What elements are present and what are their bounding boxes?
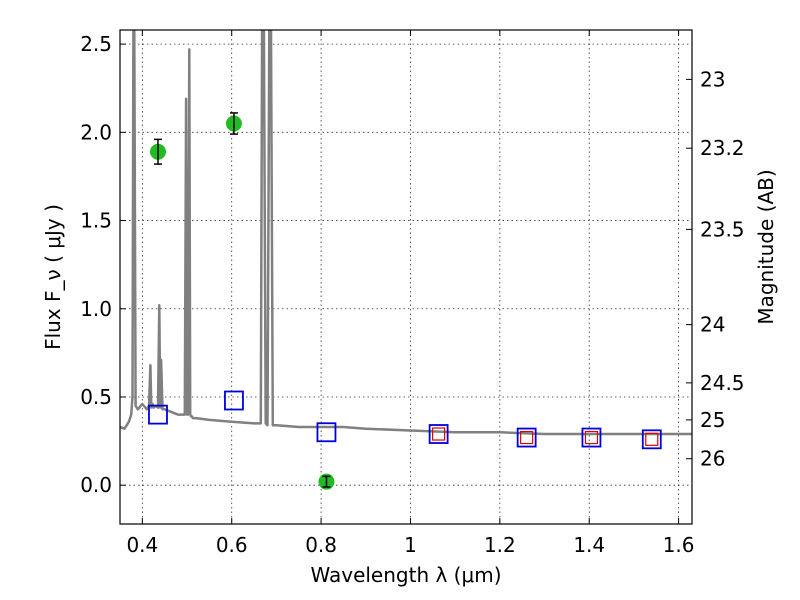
x-tick-label: 1 [404,533,417,557]
x-tick-label: 0.6 [216,533,248,557]
grid [120,30,692,524]
x-tick-label: 0.4 [126,533,158,557]
secondary-photometry-point [645,432,659,446]
x-axis-label: Wavelength λ (μm) [310,563,501,587]
plot-area [120,30,692,490]
y-tick-label: 0.5 [80,385,112,409]
y-tick-label: 1.0 [80,297,112,321]
y2-tick-label: 23.2 [700,136,745,160]
model-spectrum-line [120,30,692,436]
model-photometry-point [641,429,662,450]
y2-axis-label: Magnitude (AB) [754,169,778,324]
model-photometry-point [148,404,168,425]
y2-tick-label: 24 [700,313,725,337]
y-tick-label: 2.5 [80,32,112,56]
y2-tick-label: 25 [700,408,725,432]
x-tick-label: 1.2 [484,533,516,557]
plot-frame [119,29,693,525]
model-photometry-point [316,422,337,443]
secondary-photometry-point [432,427,446,441]
x-tick-label: 1.4 [573,533,605,557]
axis-ticks: 0.4 0.6 0.8 1 1.2 1.4 1.6 0.0 0.5 1.0 1.5 2.0 2.5 23 2… [80,30,745,557]
y-tick-label: 1.5 [80,209,112,233]
model-photometry-point [581,427,602,448]
y2-tick-label: 24.5 [700,371,745,395]
x-tick-label: 0.8 [305,533,337,557]
x-tick-label: 1.6 [663,533,695,557]
model-photometry-point [516,427,537,448]
y-tick-label: 2.0 [80,120,112,144]
y-axis-label: Flux F_ν ( μJy ) [41,204,65,350]
secondary-photometry-point [520,430,534,445]
secondary-photometry-point [584,430,599,445]
y2-tick-label: 26 [700,447,725,471]
y-tick-label: 0.0 [80,473,112,497]
model-photometry-point [428,424,449,444]
y2-tick-label: 23 [700,67,725,91]
y2-tick-label: 23.5 [700,217,745,241]
model-photometry-point [224,390,244,411]
